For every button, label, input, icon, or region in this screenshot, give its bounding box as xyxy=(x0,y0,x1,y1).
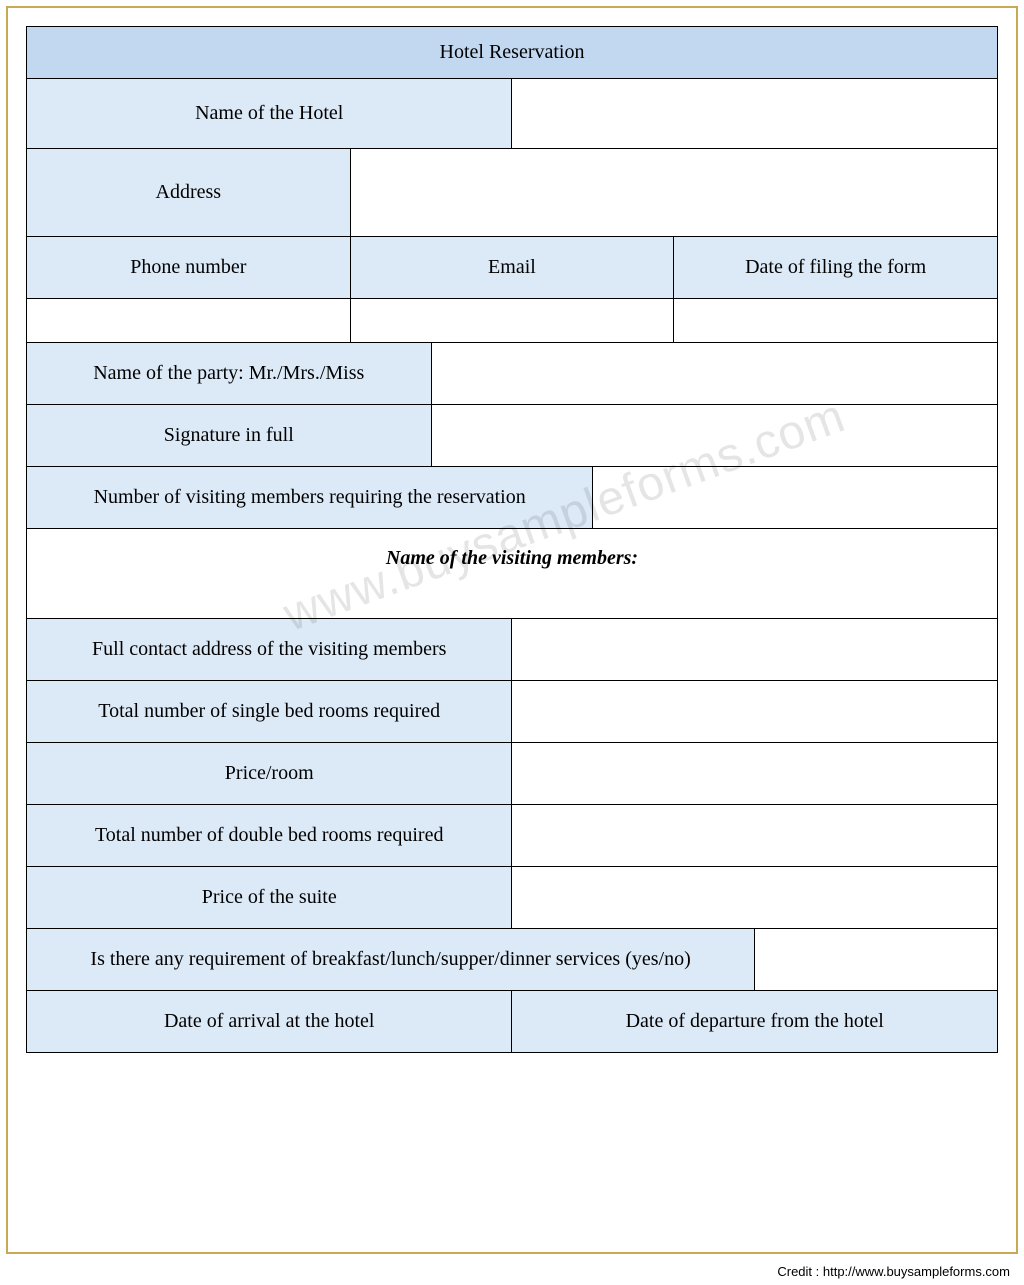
party-name-field[interactable] xyxy=(431,343,997,405)
reservation-form-table: Hotel Reservation Name of the Hotel Addr… xyxy=(26,26,998,1053)
credit-text: Credit : http://www.buysampleforms.com xyxy=(777,1264,1010,1279)
filing-date-field[interactable] xyxy=(674,299,998,343)
visiting-count-label: Number of visiting members requiring the… xyxy=(27,467,593,529)
visiting-names-heading-row: Name of the visiting members: xyxy=(27,529,998,619)
contact-address-label: Full contact address of the visiting mem… xyxy=(27,619,512,681)
double-rooms-label: Total number of double bed rooms require… xyxy=(27,805,512,867)
email-field[interactable] xyxy=(350,299,674,343)
contact-values-row xyxy=(27,299,998,343)
double-rooms-row: Total number of double bed rooms require… xyxy=(27,805,998,867)
contact-labels-row: Phone number Email Date of filing the fo… xyxy=(27,237,998,299)
party-name-row: Name of the party: Mr./Mrs./Miss xyxy=(27,343,998,405)
form-title: Hotel Reservation xyxy=(27,27,998,79)
address-row: Address xyxy=(27,149,998,237)
meals-label: Is there any requirement of breakfast/lu… xyxy=(27,929,755,991)
email-label: Email xyxy=(350,237,674,299)
phone-label: Phone number xyxy=(27,237,351,299)
single-rooms-label: Total number of single bed rooms require… xyxy=(27,681,512,743)
address-label: Address xyxy=(27,149,351,237)
suite-price-field[interactable] xyxy=(512,867,998,929)
hotel-name-row: Name of the Hotel xyxy=(27,79,998,149)
party-name-label: Name of the party: Mr./Mrs./Miss xyxy=(27,343,432,405)
single-rooms-field[interactable] xyxy=(512,681,998,743)
signature-row: Signature in full xyxy=(27,405,998,467)
single-rooms-row: Total number of single bed rooms require… xyxy=(27,681,998,743)
meals-field[interactable] xyxy=(755,929,998,991)
title-row: Hotel Reservation xyxy=(27,27,998,79)
address-field[interactable] xyxy=(350,149,997,237)
suite-price-label: Price of the suite xyxy=(27,867,512,929)
arrival-label: Date of arrival at the hotel xyxy=(27,991,512,1053)
phone-field[interactable] xyxy=(27,299,351,343)
suite-price-row: Price of the suite xyxy=(27,867,998,929)
price-room-label: Price/room xyxy=(27,743,512,805)
price-room-row: Price/room xyxy=(27,743,998,805)
signature-label: Signature in full xyxy=(27,405,432,467)
signature-field[interactable] xyxy=(431,405,997,467)
visiting-names-heading: Name of the visiting members: xyxy=(27,529,998,619)
contact-address-field[interactable] xyxy=(512,619,998,681)
double-rooms-field[interactable] xyxy=(512,805,998,867)
visiting-count-row: Number of visiting members requiring the… xyxy=(27,467,998,529)
meals-row: Is there any requirement of breakfast/lu… xyxy=(27,929,998,991)
hotel-name-field[interactable] xyxy=(512,79,998,149)
contact-address-row: Full contact address of the visiting mem… xyxy=(27,619,998,681)
departure-label: Date of departure from the hotel xyxy=(512,991,998,1053)
form-frame: Hotel Reservation Name of the Hotel Addr… xyxy=(6,6,1018,1254)
visiting-count-field[interactable] xyxy=(593,467,998,529)
hotel-name-label: Name of the Hotel xyxy=(27,79,512,149)
dates-row: Date of arrival at the hotel Date of dep… xyxy=(27,991,998,1053)
filing-date-label: Date of filing the form xyxy=(674,237,998,299)
price-room-field[interactable] xyxy=(512,743,998,805)
